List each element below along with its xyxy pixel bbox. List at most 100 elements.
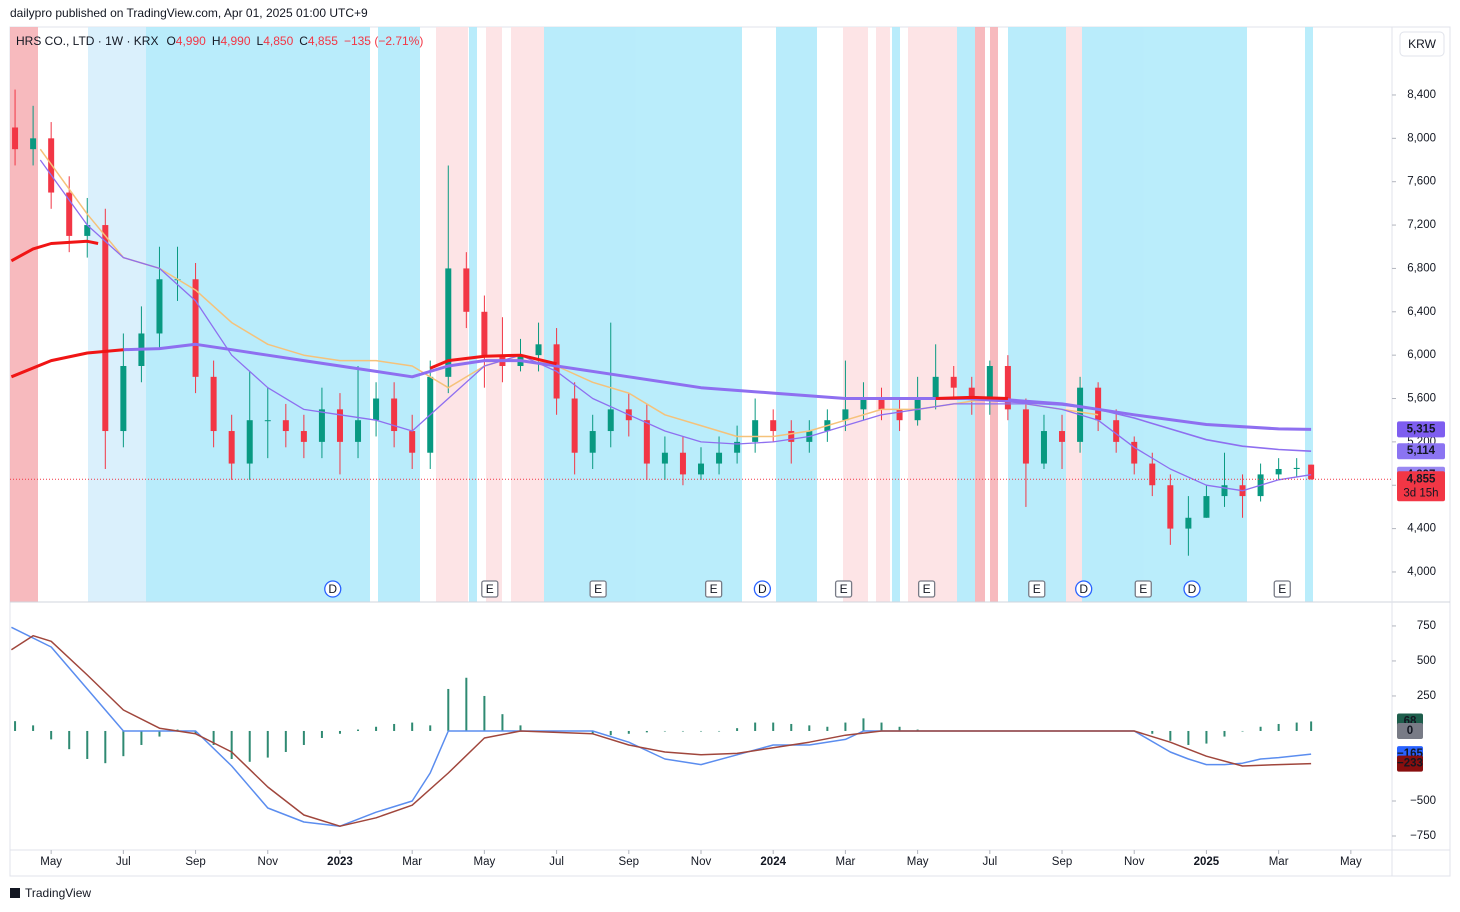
candle-body: [1022, 409, 1029, 464]
currency-button[interactable]: [1399, 31, 1445, 57]
candle-body: [463, 268, 470, 312]
candle-body: [481, 311, 488, 356]
candle-body: [1113, 420, 1120, 442]
price-tag-label: 4,855: [1407, 473, 1436, 485]
event-label: E: [1139, 582, 1147, 596]
event-label: D: [758, 582, 767, 596]
histogram-bar: [826, 726, 829, 731]
event-label: E: [710, 582, 718, 596]
event-label: E: [594, 582, 602, 596]
x-tick-label: Mar: [1269, 856, 1289, 868]
y-tick-label: 4,000: [1407, 566, 1436, 578]
y-tick-label: 6,000: [1407, 349, 1436, 361]
histogram-bar: [50, 730, 53, 740]
value-tag-label: 0: [1407, 725, 1413, 737]
legend: HRS CO., LTD · 1W · KRX O4,990 H4,990 L4,85…: [16, 34, 423, 48]
event-label: E: [840, 582, 848, 596]
band: [436, 27, 468, 602]
histogram-bar: [212, 730, 215, 745]
change: −135 (−2.71%): [344, 34, 423, 48]
band: [990, 27, 998, 602]
countdown: 3d 15h: [1403, 487, 1438, 499]
histogram-bar: [862, 718, 865, 731]
event-earnings: [589, 580, 607, 598]
candle-body: [661, 452, 668, 464]
y-tick-label: 8,000: [1407, 132, 1436, 144]
event-earnings: [834, 580, 853, 598]
y-tick-label: 4,400: [1407, 523, 1436, 535]
histogram-bar: [772, 722, 775, 731]
band: [1008, 27, 1066, 602]
histogram-bar: [591, 730, 594, 734]
candle-body: [1131, 441, 1138, 464]
candle-body: [535, 344, 542, 356]
histogram-bar: [465, 677, 468, 731]
event-dividend: [324, 580, 342, 598]
event-label: E: [923, 582, 931, 596]
l-label: L: [257, 34, 264, 48]
indicator-line: [953, 397, 1312, 452]
y-tick-label: 750: [1417, 620, 1436, 632]
c-value: 4,855: [308, 34, 338, 48]
candle-body: [156, 279, 163, 334]
currency[interactable]: KRW: [1408, 37, 1436, 51]
candle-body: [264, 420, 271, 422]
band: [511, 27, 544, 602]
candle-body: [228, 431, 235, 464]
x-tick-label: Nov: [258, 856, 279, 868]
candle-body: [445, 268, 452, 377]
band: [469, 27, 477, 602]
histogram-bar: [1187, 730, 1190, 745]
value-tag-label: −233: [1397, 758, 1423, 770]
histogram-bar: [447, 688, 450, 731]
candle-body: [1004, 365, 1011, 410]
candle-body: [607, 409, 614, 432]
x-tick-label: Sep: [1052, 856, 1072, 868]
event-dividend: [1183, 580, 1201, 598]
histogram-bar: [411, 722, 414, 731]
indicator-line: [10, 348, 1008, 400]
c-label: C: [299, 34, 308, 48]
candle-body: [986, 365, 993, 399]
l-value: 4,850: [263, 34, 293, 48]
histogram-bar: [122, 730, 125, 757]
indicator-line: [10, 239, 99, 263]
histogram-bar: [1277, 723, 1280, 731]
histogram-bar: [681, 730, 684, 732]
brand: TradingView: [25, 886, 91, 900]
histogram-bar: [627, 730, 630, 734]
x-tick-label: 2024: [760, 856, 786, 868]
event-label: E: [1278, 582, 1286, 596]
candle-body: [409, 431, 416, 453]
band: [843, 27, 868, 602]
histogram-bar: [501, 714, 504, 731]
histogram-bar: [338, 730, 341, 734]
candle-body: [571, 398, 578, 453]
band: [957, 27, 975, 602]
h-label: H: [212, 34, 221, 48]
candle-body: [1293, 467, 1300, 469]
brand-logo: TradingView: [10, 886, 91, 900]
price-tag-label: 5,114: [1407, 445, 1436, 457]
histogram-bar: [1310, 721, 1313, 731]
candle-body: [842, 409, 849, 421]
candle-body: [1167, 485, 1174, 529]
histogram-bar: [663, 730, 666, 732]
band: [88, 27, 146, 602]
histogram-bar: [483, 695, 486, 731]
event-earnings: [917, 580, 936, 598]
y-tick-label: 7,600: [1407, 176, 1436, 188]
price-tag-label: 5,315: [1407, 423, 1436, 435]
band: [1066, 27, 1082, 602]
event-earnings: [481, 580, 499, 598]
histogram-bar: [1223, 730, 1226, 737]
band: [1082, 27, 1247, 602]
price-tag: [1397, 471, 1445, 502]
histogram-bar: [393, 723, 396, 731]
event-label: E: [1033, 582, 1041, 596]
band: [1305, 27, 1313, 602]
band: [876, 27, 890, 602]
event-label: E: [486, 582, 494, 596]
event-label: D: [1188, 582, 1197, 596]
y-tick-label: 5,600: [1407, 393, 1436, 405]
